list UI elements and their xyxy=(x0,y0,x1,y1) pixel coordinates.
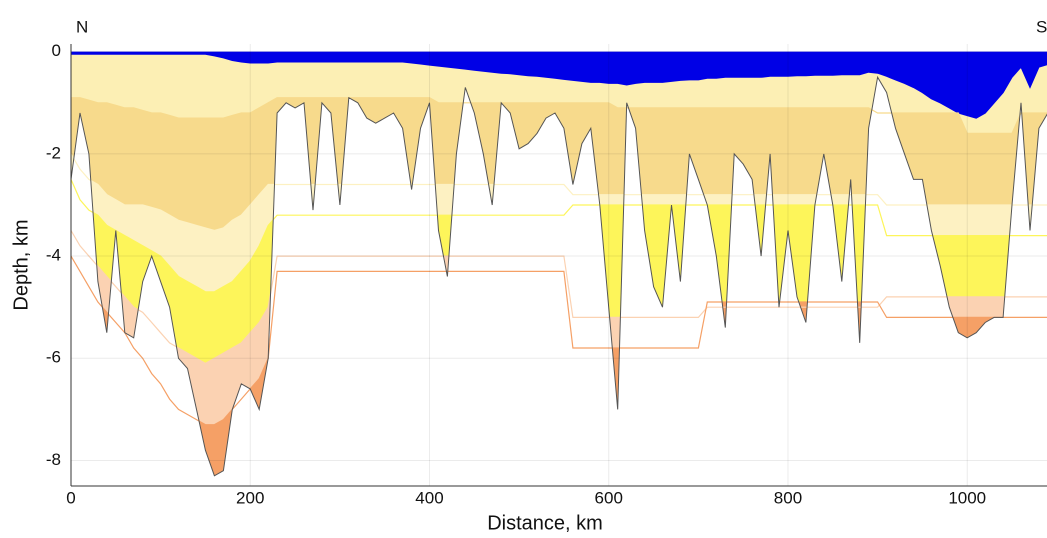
x-axis-title: Distance, km xyxy=(487,512,603,534)
y-tick-label: 0 xyxy=(52,41,61,60)
x-tick-label: 1000 xyxy=(948,488,986,507)
north-label: N xyxy=(76,17,88,36)
y-tick-label: -8 xyxy=(46,450,61,469)
y-axis-title: Depth, km xyxy=(10,219,32,310)
south-label: S xyxy=(1036,17,1047,36)
horizon-line xyxy=(70,179,1047,293)
y-tick-label: -4 xyxy=(46,246,61,265)
x-tick-label: 800 xyxy=(774,488,802,507)
x-tick-label: 400 xyxy=(415,488,443,507)
horizon-line xyxy=(70,255,1047,426)
y-tick-label: -2 xyxy=(46,143,61,162)
basement-line xyxy=(70,75,1047,477)
horizon-line xyxy=(70,230,1047,365)
horizon-line xyxy=(70,153,1047,232)
horizon-line xyxy=(71,53,1047,119)
x-tick-label: 0 xyxy=(66,488,75,507)
y-tick-label: -6 xyxy=(46,348,61,367)
x-tick-label: 200 xyxy=(236,488,264,507)
horizon-line xyxy=(71,97,1047,134)
water xyxy=(71,51,1047,119)
x-tick-label: 600 xyxy=(595,488,623,507)
basement xyxy=(71,77,1047,486)
